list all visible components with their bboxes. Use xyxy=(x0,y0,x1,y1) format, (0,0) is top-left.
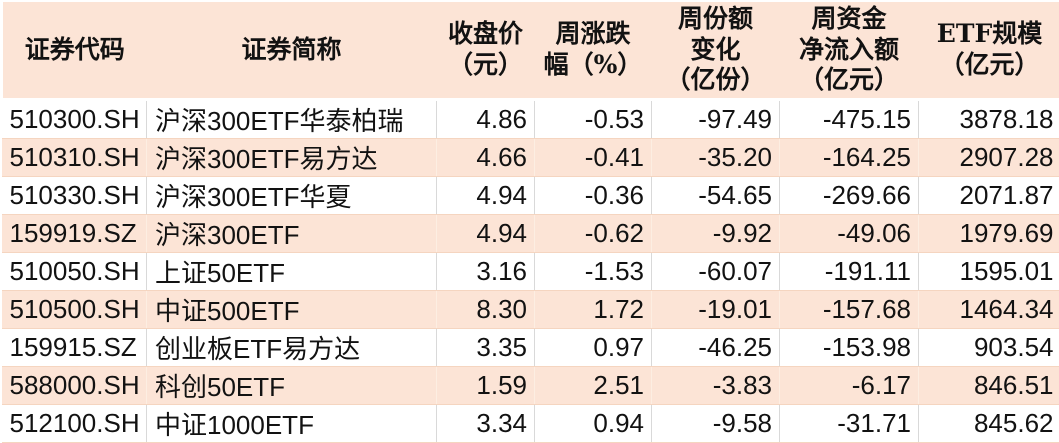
cell-close-price: 8.30 xyxy=(436,290,535,329)
cell-weekly-share-change: -35.20 xyxy=(651,138,780,177)
cell-close-price: 4.94 xyxy=(436,214,535,253)
cell-name: 科创50ETF xyxy=(146,366,437,405)
cell-close-price: 4.94 xyxy=(436,176,535,215)
table-row: 159915.SZ 创业板ETF易方达 3.35 0.97 -46.25 -153.98 9… xyxy=(1,328,1059,367)
cell-etf-scale: 2907.28 xyxy=(918,138,1059,177)
cell-weekly-net-inflow: -6.17 xyxy=(779,366,919,405)
col-header-close-price: 收盘价 （元） xyxy=(436,2,535,101)
cell-name: 沪深300ETF易方达 xyxy=(146,138,437,177)
cell-etf-scale: 845.62 xyxy=(918,404,1059,443)
col-header-weekly-net-inflow: 周资金 净流入额 （亿元） xyxy=(779,2,919,101)
cell-etf-scale: 1979.69 xyxy=(918,214,1059,253)
cell-name: 创业板ETF易方达 xyxy=(146,328,437,367)
cell-code: 159919.SZ xyxy=(1,214,147,253)
cell-etf-scale: 1595.01 xyxy=(918,252,1059,291)
cell-name: 中证1000ETF xyxy=(146,404,437,443)
col-header-weekly-share-change: 周份额 变化 （亿份） xyxy=(651,2,780,101)
col-header-code: 证券代码 xyxy=(0,2,147,101)
cell-weekly-share-change: -54.65 xyxy=(651,176,780,215)
cell-weekly-share-change: -19.01 xyxy=(651,290,780,329)
cell-weekly-change-pct: -0.62 xyxy=(534,214,652,253)
cell-weekly-net-inflow: -153.98 xyxy=(779,328,919,367)
cell-close-price: 3.35 xyxy=(436,328,535,367)
cell-close-price: 1.59 xyxy=(436,366,535,405)
table-row: 510300.SH 沪深300ETF华泰柏瑞 4.86 -0.53 -97.49 -475… xyxy=(1,99,1059,139)
cell-weekly-net-inflow: -157.68 xyxy=(779,290,919,329)
cell-code: 159915.SZ xyxy=(1,328,147,367)
col-header-etf-scale: ETF规模 （亿元） xyxy=(918,2,1059,101)
cell-weekly-net-inflow: -191.11 xyxy=(779,252,919,291)
cell-weekly-change-pct: -1.53 xyxy=(534,252,652,291)
table-row: 510050.SH 上证50ETF 3.16 -1.53 -60.07 -191.11 15… xyxy=(1,252,1059,291)
cell-weekly-net-inflow: -164.25 xyxy=(779,138,919,177)
table-row: 159919.SZ 沪深300ETF 4.94 -0.62 -9.92 -49.06 197… xyxy=(1,214,1059,253)
cell-name: 中证500ETF xyxy=(146,290,437,329)
cell-weekly-share-change: -60.07 xyxy=(651,252,780,291)
cell-weekly-share-change: -3.83 xyxy=(651,366,780,405)
cell-etf-scale: 2071.87 xyxy=(918,176,1059,215)
cell-weekly-share-change: -46.25 xyxy=(651,328,780,367)
table-row: 510500.SH 中证500ETF 8.30 1.72 -19.01 -157.68 14… xyxy=(1,290,1059,329)
cell-weekly-share-change: -9.58 xyxy=(651,404,780,443)
cell-code: 510330.SH xyxy=(1,176,147,215)
cell-code: 512100.SH xyxy=(1,404,147,443)
cell-name: 沪深300ETF xyxy=(146,214,437,253)
cell-code: 510310.SH xyxy=(1,138,147,177)
cell-close-price: 4.86 xyxy=(436,99,535,139)
cell-code: 510050.SH xyxy=(1,252,147,291)
header-row: 证券代码 证券简称 收盘价 （元） 周涨跌 幅（%） 周份额 变化 （亿份） 周资金 净流… xyxy=(0,2,1059,101)
cell-code: 510300.SH xyxy=(1,99,147,139)
cell-weekly-change-pct: 0.94 xyxy=(534,404,652,443)
cell-weekly-change-pct: 2.51 xyxy=(534,366,652,405)
col-header-name: 证券简称 xyxy=(146,2,437,101)
table-row: 512100.SH 中证1000ETF 3.34 0.94 -9.58 -31.71 845… xyxy=(1,404,1059,443)
cell-etf-scale: 903.54 xyxy=(918,328,1059,367)
cell-weekly-net-inflow: -269.66 xyxy=(779,176,919,215)
cell-weekly-net-inflow: -475.15 xyxy=(779,99,919,139)
cell-weekly-change-pct: -0.41 xyxy=(534,138,652,177)
table-row: 510330.SH 沪深300ETF华夏 4.94 -0.36 -54.65 -269.6… xyxy=(1,176,1059,215)
cell-weekly-net-inflow: -49.06 xyxy=(779,214,919,253)
cell-weekly-net-inflow: -31.71 xyxy=(779,404,919,443)
cell-code: 510500.SH xyxy=(1,290,147,329)
cell-name: 沪深300ETF华夏 xyxy=(146,176,437,215)
cell-close-price: 3.34 xyxy=(436,404,535,443)
cell-weekly-change-pct: -0.53 xyxy=(534,99,652,139)
cell-weekly-change-pct: 1.72 xyxy=(534,290,652,329)
cell-etf-scale: 1464.34 xyxy=(918,290,1059,329)
cell-name: 沪深300ETF华泰柏瑞 xyxy=(146,99,437,139)
col-header-weekly-change-pct: 周涨跌 幅（%） xyxy=(534,2,652,101)
cell-name: 上证50ETF xyxy=(146,252,437,291)
table-row: 510310.SH 沪深300ETF易方达 4.66 -0.41 -35.20 -164.… xyxy=(1,138,1059,177)
table-body: 510300.SH 沪深300ETF华泰柏瑞 4.86 -0.53 -97.49 -475… xyxy=(1,99,1059,443)
cell-etf-scale: 3878.18 xyxy=(918,99,1059,139)
cell-weekly-share-change: -97.49 xyxy=(651,99,780,139)
table-row: 588000.SH 科创50ETF 1.59 2.51 -3.83 -6.17 846.51 xyxy=(1,366,1059,405)
cell-close-price: 4.66 xyxy=(436,138,535,177)
cell-etf-scale: 846.51 xyxy=(918,366,1059,405)
cell-weekly-share-change: -9.92 xyxy=(651,214,780,253)
cell-code: 588000.SH xyxy=(1,366,147,405)
cell-weekly-change-pct: -0.36 xyxy=(534,176,652,215)
cell-close-price: 3.16 xyxy=(436,252,535,291)
cell-weekly-change-pct: 0.97 xyxy=(534,328,652,367)
